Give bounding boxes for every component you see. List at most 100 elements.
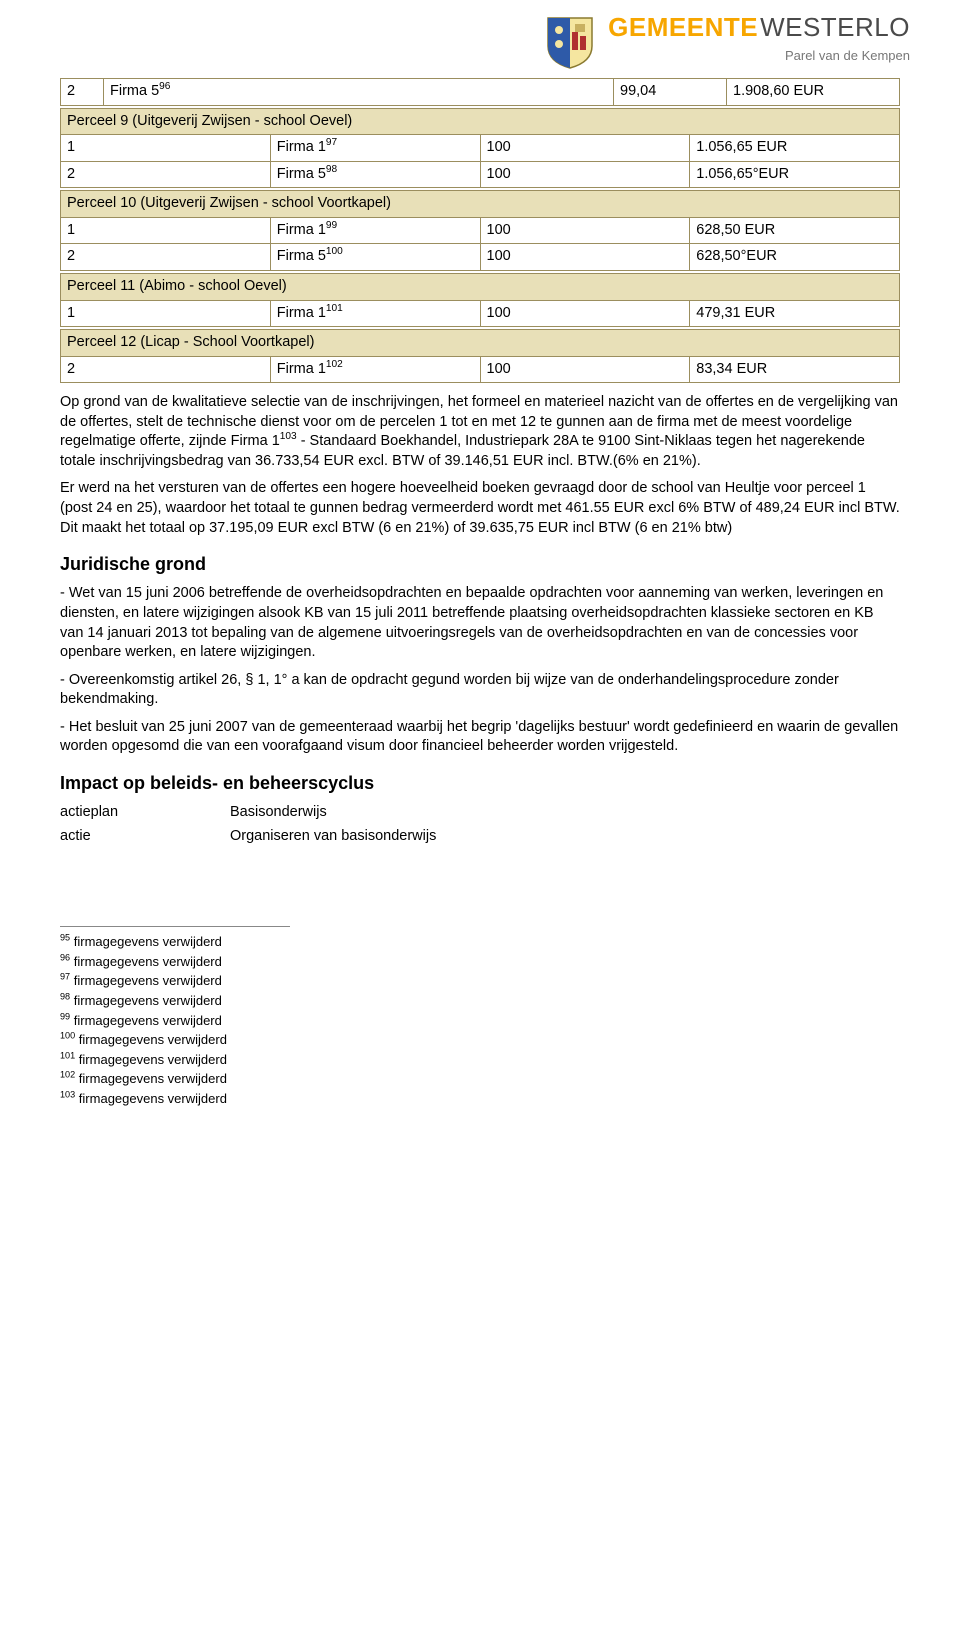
- table-section-header: Perceel 10 (Uitgeverij Zwijsen - school …: [61, 191, 900, 218]
- paragraph-2: Er werd na het versturen van de offertes…: [60, 479, 900, 538]
- cell-score: 100: [480, 300, 690, 327]
- table-row: 2Firma 110210083,34 EUR: [61, 356, 900, 383]
- kv-actieplan: actieplan Basisonderwijs: [60, 803, 900, 823]
- cell-index: 2: [61, 356, 271, 383]
- data-table: 2 Firma 596 99,041.908,60 EUR: [60, 78, 900, 106]
- cell-score: 100: [480, 217, 690, 244]
- footnote-number: 99: [60, 1011, 70, 1021]
- table-section-header-cell: Perceel 12 (Licap - School Voortkapel): [61, 330, 900, 357]
- table-row: 2Firma 5981001.056,65°EUR: [61, 161, 900, 188]
- footnote-number: 95: [60, 933, 70, 943]
- firma-name: Firma 1: [277, 139, 326, 155]
- firma-name: Firma 5: [277, 166, 326, 182]
- firma-footnote-ref: 98: [326, 164, 337, 175]
- footnote: 97 firmagegevens verwijderd: [60, 972, 290, 990]
- footnote-number: 96: [60, 953, 70, 963]
- footnote-text: firmagegevens verwijderd: [70, 954, 222, 969]
- brand-word-1: GEMEENTE: [608, 10, 758, 45]
- firma-name: Firma 5: [110, 83, 159, 99]
- cell-score: 100: [480, 135, 690, 162]
- footnote-text: firmagegevens verwijderd: [70, 973, 222, 988]
- data-table: Perceel 10 (Uitgeverij Zwijsen - school …: [60, 190, 900, 271]
- brand-word-2: WESTERLO: [760, 10, 910, 45]
- brand-block: GEMEENTE WESTERLO Parel van de Kempen: [60, 10, 910, 70]
- footnote: 100 firmagegevens verwijderd: [60, 1031, 290, 1049]
- data-table: Perceel 9 (Uitgeverij Zwijsen - school O…: [60, 108, 900, 189]
- heading-impact: Impact op beleids- en beheerscyclus: [60, 771, 900, 795]
- table-section-header-cell: Perceel 9 (Uitgeverij Zwijsen - school O…: [61, 108, 900, 135]
- footnote: 102 firmagegevens verwijderd: [60, 1070, 290, 1088]
- footnote-text: firmagegevens verwijderd: [70, 993, 222, 1008]
- table-section-header: Perceel 11 (Abimo - school Oevel): [61, 273, 900, 300]
- firma-footnote-ref: 100: [326, 247, 343, 258]
- footnote-text: firmagegevens verwijderd: [70, 1013, 222, 1028]
- jur-3: - Het besluit van 25 juni 2007 van de ge…: [60, 718, 900, 757]
- table-section-header: Perceel 9 (Uitgeverij Zwijsen - school O…: [61, 108, 900, 135]
- p1-sup: 103: [280, 431, 297, 442]
- cell-amount: 83,34 EUR: [690, 356, 900, 383]
- cell-amount: 628,50 EUR: [690, 217, 900, 244]
- footnote: 99 firmagegevens verwijderd: [60, 1012, 290, 1030]
- footnotes: 95 firmagegevens verwijderd96 firmagegev…: [60, 926, 290, 1107]
- footnote-number: 97: [60, 972, 70, 982]
- cell-index: 2: [61, 244, 271, 271]
- footnote-text: firmagegevens verwijderd: [75, 1091, 227, 1106]
- cell-index: 2: [61, 161, 271, 188]
- cell-firma: Firma 197: [270, 135, 480, 162]
- cell-index: 1: [61, 217, 271, 244]
- table-row: 2Firma 5100100628,50°EUR: [61, 244, 900, 271]
- footnote-number: 101: [60, 1050, 75, 1060]
- cell-score: 100: [480, 161, 690, 188]
- cell-firma: Firma 1102: [270, 356, 480, 383]
- firma-footnote-ref: 102: [326, 359, 343, 370]
- footnote: 96 firmagegevens verwijderd: [60, 953, 290, 971]
- firma-name: Firma 1: [277, 222, 326, 238]
- footnote: 103 firmagegevens verwijderd: [60, 1090, 290, 1108]
- cell-index: 1: [61, 135, 271, 162]
- cell-amount: 1.908,60 EUR: [727, 79, 900, 106]
- cell-score: 100: [480, 244, 690, 271]
- firma-name: Firma 1: [277, 361, 326, 377]
- document-page: GEMEENTE WESTERLO Parel van de Kempen 2F…: [0, 0, 960, 1639]
- cell-firma: Firma 5100: [270, 244, 480, 271]
- firma-name: Firma 1: [277, 305, 326, 321]
- table-row: 1Firma 1101100479,31 EUR: [61, 300, 900, 327]
- municipal-crest-icon: [542, 10, 598, 70]
- paragraph-1: Op grond van de kwalitatieve selectie va…: [60, 393, 900, 471]
- data-table: Perceel 12 (Licap - School Voortkapel)2F…: [60, 329, 900, 383]
- footnote: 98 firmagegevens verwijderd: [60, 992, 290, 1010]
- table-row: 1Firma 199100628,50 EUR: [61, 217, 900, 244]
- footnote-text: firmagegevens verwijderd: [75, 1071, 227, 1086]
- cell-amount: 628,50°EUR: [690, 244, 900, 271]
- table-row: 1Firma 1971001.056,65 EUR: [61, 135, 900, 162]
- firma-footnote-ref: 96: [159, 81, 170, 92]
- kv-actieplan-key: actieplan: [60, 803, 230, 823]
- footnote-text: firmagegevens verwijderd: [70, 934, 222, 949]
- cell-amount: 1.056,65 EUR: [690, 135, 900, 162]
- brand-subtitle: Parel van de Kempen: [608, 47, 910, 65]
- footnote-number: 100: [60, 1031, 75, 1041]
- firma-name: Firma 5: [277, 248, 326, 264]
- kv-actieplan-value: Basisonderwijs: [230, 803, 900, 823]
- cell-firma: Firma 598: [270, 161, 480, 188]
- footnote-text: firmagegevens verwijderd: [75, 1032, 227, 1047]
- kv-actie: actie Organiseren van basisonderwijs: [60, 827, 900, 847]
- cell-firma: Firma 199: [270, 217, 480, 244]
- jur-1: - Wet van 15 juni 2006 betreffende de ov…: [60, 584, 900, 662]
- cell-index: 2: [61, 79, 104, 106]
- footnote-number: 102: [60, 1070, 75, 1080]
- firma-footnote-ref: 99: [326, 220, 337, 231]
- cell-amount: 1.056,65°EUR: [690, 161, 900, 188]
- kv-actie-value: Organiseren van basisonderwijs: [230, 827, 900, 847]
- table-section-header-cell: Perceel 11 (Abimo - school Oevel): [61, 273, 900, 300]
- kv-actie-key: actie: [60, 827, 230, 847]
- footnote: 95 firmagegevens verwijderd: [60, 933, 290, 951]
- footnote-number: 103: [60, 1089, 75, 1099]
- table-section-header-cell: Perceel 10 (Uitgeverij Zwijsen - school …: [61, 191, 900, 218]
- firma-footnote-ref: 101: [326, 303, 343, 314]
- cell-score: 99,04: [614, 79, 727, 106]
- brand-text: GEMEENTE WESTERLO Parel van de Kempen: [608, 10, 910, 65]
- footnote-text: firmagegevens verwijderd: [75, 1052, 227, 1067]
- cell-score: 100: [480, 356, 690, 383]
- footnote-number: 98: [60, 992, 70, 1002]
